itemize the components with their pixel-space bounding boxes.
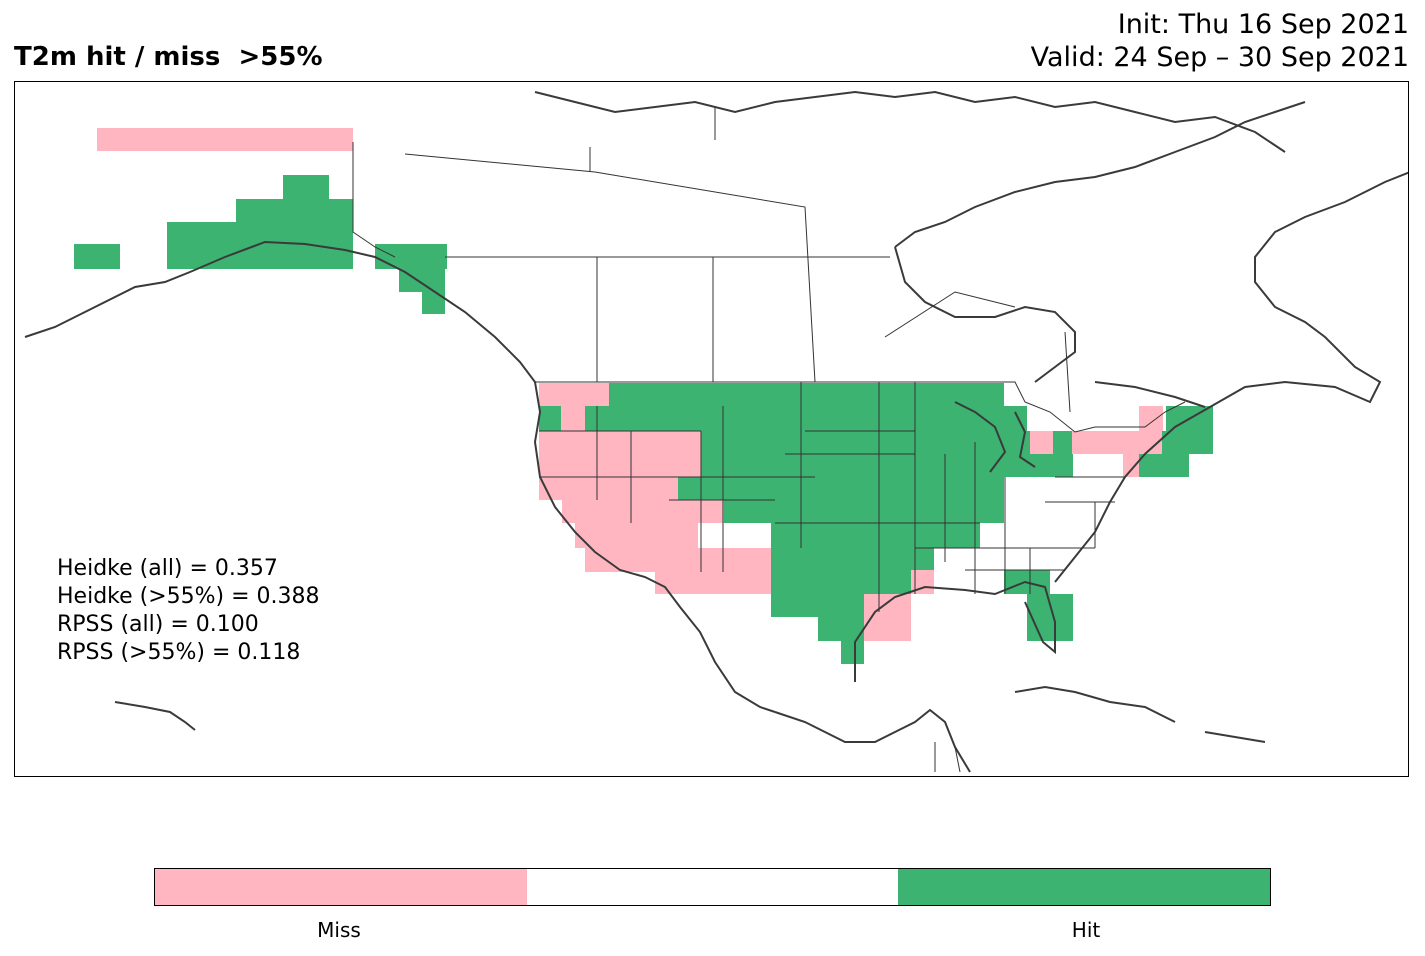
miss-cell <box>562 500 724 523</box>
colorbar-miss-label: Miss <box>317 918 361 942</box>
province-border <box>884 291 1016 338</box>
hit-cell <box>724 500 1004 523</box>
coastline <box>114 701 196 731</box>
hit-cell <box>539 406 561 431</box>
miss-cell <box>97 128 353 151</box>
coastline <box>1204 731 1266 743</box>
init-date: Init: Thu 16 Sep 2021 <box>1117 9 1409 40</box>
map-canvas <box>24 90 1408 773</box>
hit-cell <box>422 292 445 314</box>
miss-cell <box>539 383 609 406</box>
hit-cell <box>1053 431 1072 454</box>
miss-cell <box>585 548 775 572</box>
hit-cell <box>167 222 353 269</box>
skill-scores: Heidke (all) = 0.357 Heidke (>55%) = 0.3… <box>57 555 320 667</box>
hit-cell <box>934 523 980 548</box>
heidke-55: Heidke (>55%) = 0.388 <box>57 584 320 609</box>
map-title: T2m hit / miss >55% <box>14 42 323 72</box>
hit-cell <box>236 199 353 223</box>
hit-cell <box>283 175 329 199</box>
hit-cell <box>632 406 1027 431</box>
political-borders <box>352 107 1186 773</box>
state-border <box>954 746 961 773</box>
coastline <box>1014 411 1036 468</box>
coastline <box>894 101 1306 248</box>
miss-cell <box>575 523 698 548</box>
colorbar-neutral-segment <box>526 869 899 905</box>
hit-cell <box>1162 431 1213 454</box>
hit-cell <box>1139 454 1189 477</box>
coastline <box>894 246 1076 383</box>
date-info: Init: Thu 16 Sep 2021 Valid: 24 Sep – 30… <box>1031 8 1409 74</box>
coastline <box>954 401 1007 473</box>
alaska-border <box>352 142 396 258</box>
canada-us-border <box>535 381 1186 433</box>
coastline <box>1054 171 1408 583</box>
coastline <box>1014 685 1176 723</box>
miss-cell <box>539 477 679 500</box>
province-border <box>404 153 816 383</box>
coastline <box>534 90 1286 153</box>
colorbar-hit-label: Hit <box>1071 918 1101 942</box>
hit-cell <box>911 548 934 570</box>
hit-cell <box>74 244 120 269</box>
colorbar-miss-segment <box>155 869 527 905</box>
hit-cell <box>818 617 864 641</box>
coastline <box>1094 381 1206 408</box>
hit-cell <box>771 594 864 617</box>
hit-cell <box>1027 454 1073 477</box>
hit-cell <box>609 383 1004 406</box>
rpss-55: RPSS (>55%) = 0.118 <box>57 640 301 665</box>
hit-cell <box>724 477 1004 500</box>
miss-cell <box>539 431 701 477</box>
map-panel <box>14 81 1409 777</box>
province-border <box>1064 331 1071 413</box>
alaska-grid-cells <box>74 128 447 314</box>
miss-cell <box>1072 431 1162 454</box>
coastlines <box>24 90 1408 773</box>
hit-cell <box>841 641 864 664</box>
miss-cell <box>1030 431 1053 454</box>
hit-cell <box>375 244 447 269</box>
coastline <box>854 580 1056 682</box>
hit-cell <box>771 572 911 594</box>
miss-cell <box>655 572 771 594</box>
coastline <box>774 708 971 773</box>
valid-date: Valid: 24 Sep – 30 Sep 2021 <box>1030 42 1409 73</box>
colorbar-hit-segment <box>898 869 1271 905</box>
coastline <box>24 240 776 713</box>
hit-cell <box>771 548 911 572</box>
colorbar <box>154 868 1271 906</box>
rpss-all: RPSS (all) = 0.100 <box>57 612 259 637</box>
heidke-all: Heidke (all) = 0.357 <box>57 556 278 581</box>
